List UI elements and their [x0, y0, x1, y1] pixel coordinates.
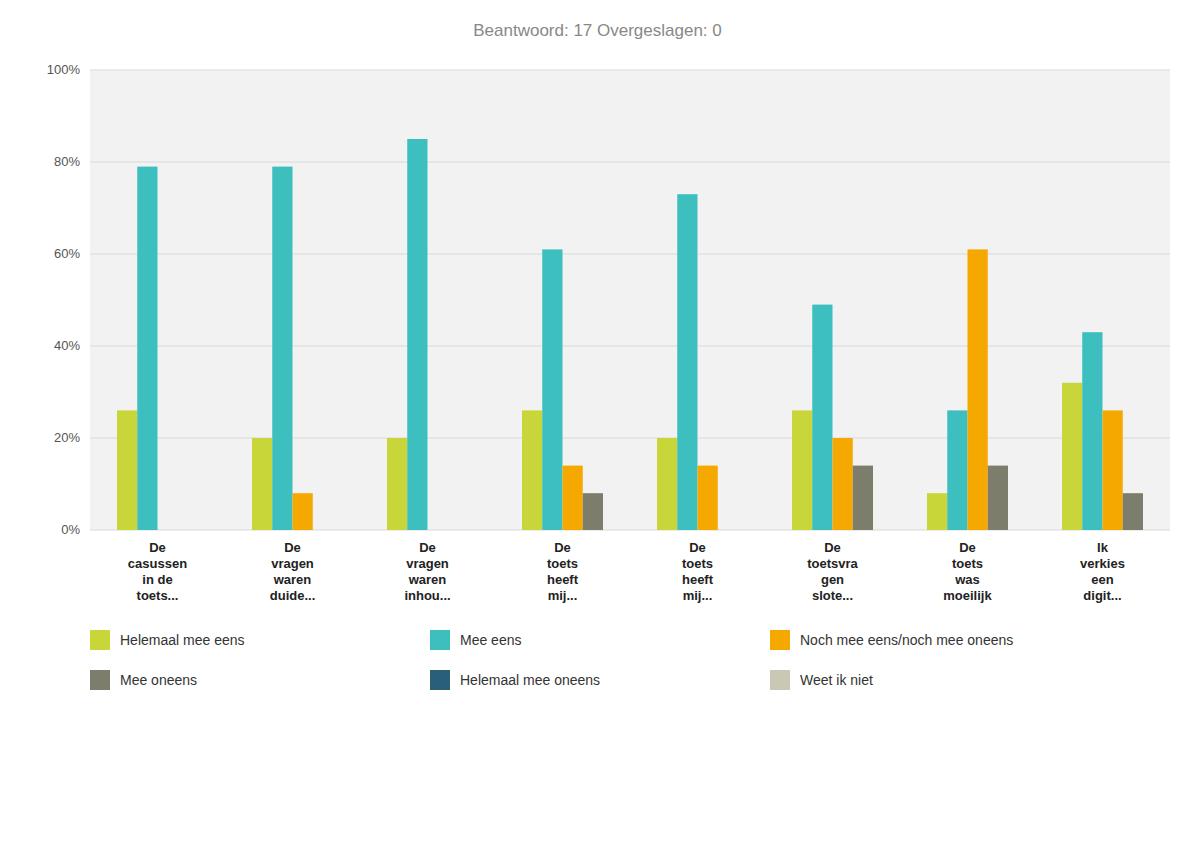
x-tick-label-line: in de — [142, 572, 172, 587]
x-tick-label: Devragenwareninhou... — [404, 540, 450, 603]
x-tick-label: Devragenwarenduide... — [270, 540, 316, 603]
legend-label: Weet ik niet — [800, 672, 873, 688]
bar — [698, 466, 718, 530]
x-tick-label-line: waren — [273, 572, 312, 587]
bar — [968, 249, 988, 530]
bar — [833, 438, 853, 530]
x-tick-label-line: vragen — [406, 556, 449, 571]
x-tick-label-line: verkies — [1080, 556, 1125, 571]
x-tick-label: Decasussenin detoets... — [128, 540, 187, 603]
bar — [542, 249, 562, 530]
bar — [927, 493, 947, 530]
x-tick-label: Detoetsvragenslote... — [807, 540, 858, 603]
x-tick-label-line: slote... — [812, 588, 853, 603]
y-tick-label: 20% — [54, 430, 80, 445]
bar — [1082, 332, 1102, 530]
bar — [387, 438, 407, 530]
bar — [313, 530, 333, 531]
bar — [657, 438, 677, 530]
x-tick-label-line: waren — [408, 572, 447, 587]
x-tick-label-line: duide... — [270, 588, 316, 603]
x-tick-label-line: toetsvra — [807, 556, 858, 571]
y-tick-label: 100% — [47, 62, 81, 77]
x-tick-label-line: mij... — [548, 588, 578, 603]
legend-label: Mee oneens — [120, 672, 197, 688]
x-tick-label-line: De — [149, 540, 166, 555]
chart: Beantwoord: 17 Overgeslagen: 0 0% 20% 40% 60… — [0, 0, 1195, 857]
legend-swatch — [90, 670, 110, 690]
grid-line — [90, 346, 1170, 347]
legend-swatch — [430, 630, 450, 650]
bar — [448, 530, 468, 531]
x-tick-label-line: vragen — [271, 556, 314, 571]
x-tick-label-line: toets — [952, 556, 983, 571]
x-tick-label-line: Ik — [1097, 540, 1109, 555]
bar — [178, 530, 198, 531]
bar — [1123, 493, 1143, 530]
x-tick-label-line: moeilijk — [943, 588, 992, 603]
x-tick-label-line: De — [554, 540, 571, 555]
legend-label: Helemaal mee eens — [120, 632, 245, 648]
bar — [947, 410, 967, 530]
y-tick-label: 0% — [61, 522, 80, 537]
x-tick-label-line: De — [689, 540, 706, 555]
legend-swatch — [770, 630, 790, 650]
x-tick-label-line: heeft — [682, 572, 714, 587]
x-tick-label-line: De — [959, 540, 976, 555]
x-tick-label-line: casussen — [128, 556, 187, 571]
plot-background — [90, 70, 1170, 530]
bar — [853, 466, 873, 530]
bar — [407, 139, 427, 530]
x-tick-label: Detoetsheeftmij... — [547, 540, 579, 603]
legend-swatch — [430, 670, 450, 690]
x-tick-label-line: toets — [682, 556, 713, 571]
legend-label: Noch mee eens/noch mee oneens — [800, 632, 1013, 648]
bar — [137, 167, 157, 530]
bar — [428, 530, 448, 531]
bar — [988, 466, 1008, 530]
x-tick-label-line: gen — [821, 572, 844, 587]
x-tick-label-line: was — [954, 572, 980, 587]
legend-swatch — [770, 670, 790, 690]
bar — [293, 493, 313, 530]
x-tick-label-line: De — [419, 540, 436, 555]
x-tick-label: Detoetswasmoeilijk — [943, 540, 992, 603]
bar — [718, 530, 738, 531]
bar — [117, 410, 137, 530]
bar — [583, 493, 603, 530]
legend-label: Helemaal mee oneens — [460, 672, 600, 688]
x-tick-label-line: toets... — [137, 588, 179, 603]
bar — [522, 410, 542, 530]
bar — [1103, 410, 1123, 530]
x-tick-label: Ikverkieseendigit... — [1080, 540, 1125, 603]
bar — [792, 410, 812, 530]
x-tick-label-line: inhou... — [404, 588, 450, 603]
x-tick-label-line: mij... — [683, 588, 713, 603]
bar — [158, 530, 178, 531]
bar — [677, 194, 697, 530]
title: Beantwoord: 17 Overgeslagen: 0 — [473, 21, 722, 40]
x-tick-label-line: De — [284, 540, 301, 555]
bar — [272, 167, 292, 530]
bar — [252, 438, 272, 530]
y-tick-label: 40% — [54, 338, 80, 353]
bar — [812, 305, 832, 530]
x-tick-label-line: heeft — [547, 572, 579, 587]
grid-line — [90, 70, 1170, 71]
grid-line — [90, 162, 1170, 163]
x-tick-label-line: toets — [547, 556, 578, 571]
legend-label: Mee eens — [460, 632, 521, 648]
grid-line — [90, 254, 1170, 255]
x-tick-label: Detoetsheeftmij... — [682, 540, 714, 603]
x-tick-label-line: digit... — [1083, 588, 1121, 603]
bar — [563, 466, 583, 530]
y-tick-label: 60% — [54, 246, 80, 261]
bar — [1062, 383, 1082, 530]
legend-swatch — [90, 630, 110, 650]
x-tick-label-line: een — [1091, 572, 1113, 587]
x-tick-label-line: De — [824, 540, 841, 555]
y-tick-label: 80% — [54, 154, 80, 169]
